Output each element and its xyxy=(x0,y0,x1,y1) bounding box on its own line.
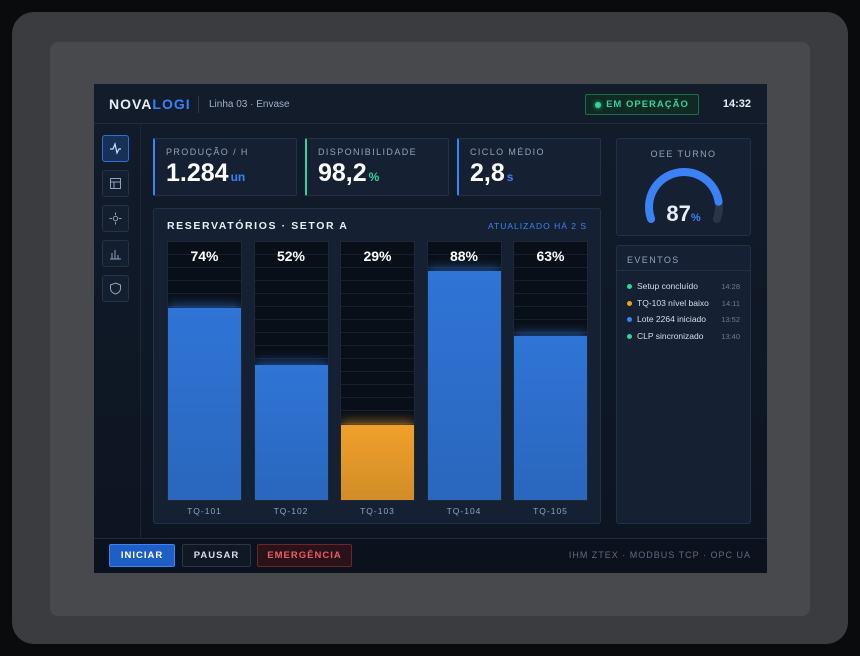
emergency-button[interactable]: EMERGÊNCIA xyxy=(257,544,352,567)
brand-a: NOVA xyxy=(109,96,153,112)
oee-card: OEE TURNO 87% xyxy=(616,138,751,236)
sidebar-border xyxy=(140,124,141,538)
oee-unit: % xyxy=(690,212,701,224)
kpi-value: 1.284 xyxy=(166,159,229,187)
icon xyxy=(109,212,122,225)
footer-info: IHM ZTEX · MODBUS TCP · OPC UA xyxy=(568,550,751,560)
brand-b: LOGI xyxy=(152,96,191,112)
tank-level xyxy=(254,364,328,500)
kpi-value: 2,8 xyxy=(470,159,505,187)
events-title: EVENTOS xyxy=(627,255,680,265)
event-text: Lote 2264 iniciado xyxy=(637,314,707,324)
kpi-value: 98,2 xyxy=(318,159,367,187)
event-time: 13:52 xyxy=(721,315,740,324)
tank: 74% xyxy=(167,241,242,501)
kpi-label: CICLO MÉDIO xyxy=(470,147,545,157)
kpi-readout: 2,8 s xyxy=(470,159,513,188)
nav-security[interactable] xyxy=(102,275,129,302)
nav-layout[interactable] xyxy=(102,170,129,197)
event-dot xyxy=(627,300,632,306)
tank: 29% xyxy=(340,241,415,501)
header xyxy=(94,84,767,124)
oee-readout: 87% xyxy=(617,201,750,227)
kpi-label: PRODUÇÃO / H xyxy=(166,147,249,157)
icon xyxy=(110,142,121,155)
oee-label: OEE TURNO xyxy=(650,149,717,159)
tank-level xyxy=(427,271,501,500)
kpi-unit: s xyxy=(506,170,514,184)
tank-level xyxy=(514,336,587,500)
icon xyxy=(110,282,121,295)
tank-label: TQ-103 xyxy=(360,506,395,516)
tank-panel: RESERVATÓRIOS · SETOR A ATUALIZADO HÁ 2 … xyxy=(153,208,601,524)
status-badge: EM OPERAÇÃO xyxy=(585,94,699,115)
separator xyxy=(198,96,199,113)
tank-value-label: 88% xyxy=(449,248,479,264)
tank: 63% xyxy=(513,241,588,501)
tank-value-label: 74% xyxy=(190,248,219,264)
icon xyxy=(110,178,121,189)
tank-label: TQ-101 xyxy=(187,506,222,516)
tank-level xyxy=(168,307,241,500)
clock: 14:32 xyxy=(722,98,751,110)
events-card: EVENTOS Setup concluído 14:28 TQ-103 nível… xyxy=(616,245,751,524)
divider xyxy=(617,270,750,271)
tank-value-label: 63% xyxy=(536,248,565,264)
event-dot xyxy=(627,333,632,339)
event-text: Setup concluído xyxy=(637,281,698,291)
status-dot xyxy=(595,101,602,108)
status-text: EM OPERAÇÃO xyxy=(606,99,689,110)
tank-value-label: 29% xyxy=(363,248,392,264)
oee-gauge xyxy=(645,168,723,223)
tank-value-label: 52% xyxy=(276,248,306,264)
line-label: Linha 03 · Envase xyxy=(209,99,290,110)
nav-reports[interactable] xyxy=(102,240,129,267)
event-text: TQ-103 nível baixo xyxy=(637,297,709,308)
nav-settings[interactable] xyxy=(102,205,129,232)
tank-label: TQ-102 xyxy=(273,506,309,516)
gauge-fill xyxy=(645,168,723,223)
chart-subtitle: ATUALIZADO HÁ 2 S xyxy=(487,221,587,231)
tank-level xyxy=(341,424,414,500)
kpi-card: CICLO MÉDIO 2,8 s xyxy=(457,138,601,196)
kpi-label: DISPONIBILIDADE xyxy=(318,147,418,157)
event-dot xyxy=(627,317,632,322)
event-time: 14:28 xyxy=(721,282,740,291)
icon xyxy=(110,250,121,260)
chart-title: RESERVATÓRIOS · SETOR A xyxy=(167,220,349,232)
kpi-unit: % xyxy=(368,170,380,184)
oee-value: 87 xyxy=(666,201,691,226)
tank: 52% xyxy=(253,241,329,501)
start-button[interactable]: INICIAR xyxy=(109,544,175,567)
tank-label: TQ-104 xyxy=(446,506,482,516)
kpi-card: PRODUÇÃO / H 1.284 un xyxy=(153,138,297,196)
event-time: 14:11 xyxy=(721,298,740,308)
nav-monitor[interactable] xyxy=(102,135,129,162)
tank-label: TQ-105 xyxy=(533,506,568,516)
kpi-readout: 98,2% xyxy=(318,159,379,188)
kpi-card: DISPONIBILIDADE 98,2% xyxy=(305,138,449,196)
event-text: CLP sincronizado xyxy=(637,330,704,341)
event-dot xyxy=(627,284,632,289)
event-time: 13:40 xyxy=(721,331,740,341)
brand: NOVALOGI xyxy=(109,96,191,112)
kpi-readout: 1.284 un xyxy=(166,159,245,188)
kpi-unit: un xyxy=(230,170,246,184)
sidebar xyxy=(102,135,129,302)
screen: NOVALOGI Linha 03 · Envase EM OPERAÇÃO 1… xyxy=(94,84,767,573)
tank: 88% xyxy=(426,241,502,501)
pause-button[interactable]: PAUSAR xyxy=(182,544,251,567)
